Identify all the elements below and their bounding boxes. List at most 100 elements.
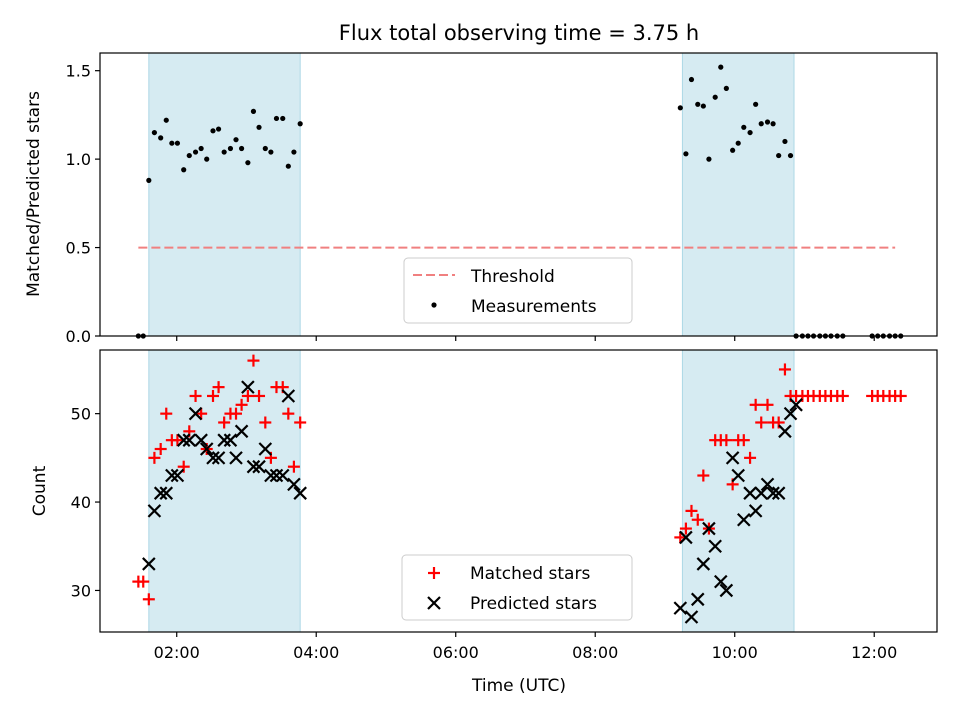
measurement-point — [250, 108, 257, 114]
measurement-point — [723, 85, 729, 91]
measurement-point — [186, 152, 192, 159]
measurement-point — [758, 121, 764, 127]
measurement-point — [181, 167, 187, 173]
predicted-star-point — [241, 380, 255, 394]
measurement-point — [256, 124, 262, 130]
top-ylabel: Matched/Predicted stars — [24, 91, 44, 297]
predicted-star-point — [165, 468, 179, 483]
measurement-point — [192, 149, 199, 155]
legend-matched-label: Matched stars — [470, 564, 590, 584]
measurement-point — [227, 145, 234, 152]
top-shaded-interval — [681, 52, 795, 337]
predicted-star-point — [229, 451, 243, 465]
matched-star-point — [206, 389, 219, 402]
matched-star-point — [247, 354, 260, 367]
measurement-point — [700, 103, 706, 109]
predicted-star-point — [771, 486, 786, 500]
measurement-point — [764, 119, 771, 125]
matched-star-point — [241, 389, 254, 402]
legend-matched-marker — [428, 567, 440, 579]
matched-star-point — [235, 398, 248, 411]
predicted-star-point — [789, 398, 803, 412]
bottom-xlabel: Time (UTC) — [471, 676, 566, 696]
bottom-ytick-label: 40 — [71, 493, 91, 512]
predicted-star-point — [743, 486, 757, 500]
predicted-star-point — [176, 433, 191, 447]
measurement-point — [735, 140, 741, 146]
matched-star-point — [697, 469, 710, 482]
matched-star-point — [749, 398, 762, 411]
matched-star-point — [189, 389, 202, 402]
predicted-star-point — [211, 451, 226, 465]
measurement-point — [712, 94, 718, 100]
predicted-star-point — [223, 433, 238, 447]
bottom-xtick-label: 10:00 — [712, 643, 758, 662]
top-ytick-label: 1.5 — [66, 62, 91, 81]
legend-predicted-label: Predicted stars — [470, 594, 597, 614]
matched-star-point — [755, 416, 768, 429]
measurement-point — [163, 117, 169, 123]
measurement-point — [151, 129, 158, 136]
predicted-star-point — [199, 442, 214, 456]
measurement-point — [169, 140, 175, 146]
predicted-star-point — [206, 451, 220, 465]
chart-title: Flux total observing time = 3.75 h — [339, 21, 699, 45]
top-ytick-label: 1.0 — [66, 150, 91, 169]
predicted-star-point — [234, 424, 249, 439]
predicted-star-point — [702, 521, 716, 536]
bottom-ytick-label: 50 — [71, 405, 91, 424]
predicted-star-point — [684, 610, 699, 624]
matched-star-point — [674, 531, 687, 544]
matched-star-point — [195, 407, 208, 420]
predicted-star-point — [731, 468, 745, 483]
matched-star-point — [761, 398, 774, 411]
measurement-point — [273, 115, 280, 122]
bottom-xtick-label: 06:00 — [433, 643, 479, 662]
legend-measurements-marker — [431, 302, 437, 308]
measurement-point — [747, 129, 753, 136]
measurement-point — [268, 149, 274, 155]
measurement-point — [718, 64, 724, 70]
predicted-star-point — [708, 539, 722, 554]
top-panel: 0.0 0.5 1.0 1.5 — [66, 52, 938, 346]
legend-measurements-label: Measurements — [471, 297, 597, 317]
predicted-star-point — [287, 477, 301, 492]
matched-star-point — [142, 593, 155, 606]
measurement-point — [174, 140, 181, 146]
measurement-point — [215, 126, 222, 132]
bottom-panel: 30 40 50 02:00 04:00 06:00 08:00 10:00 12:00 — [71, 349, 938, 662]
predicted-star-point — [754, 486, 769, 500]
matched-star-point — [685, 504, 698, 517]
matched-star-point — [259, 416, 272, 429]
predicted-star-point — [783, 406, 798, 421]
measurement-point — [280, 115, 286, 122]
measurement-point — [146, 177, 152, 183]
measurement-point — [245, 160, 251, 166]
top-axes-frame — [99, 52, 938, 337]
bottom-axes-frame — [99, 349, 938, 633]
predicted-star-point — [713, 574, 728, 589]
predicted-star-point — [258, 442, 273, 456]
matched-star-point — [778, 363, 791, 376]
matched-star-point — [679, 522, 692, 535]
predicted-star-point — [252, 459, 266, 474]
predicted-star-point — [679, 530, 693, 545]
matched-star-point — [148, 451, 161, 464]
predicted-star-point — [281, 389, 296, 403]
predicted-star-point — [719, 583, 734, 598]
measurement-point — [677, 105, 683, 111]
bottom-ytick-label: 30 — [71, 581, 91, 600]
measurement-point — [688, 76, 695, 83]
predicted-star-point — [159, 486, 174, 500]
predicted-star-point — [170, 468, 185, 483]
bottom-xtick-label: 02:00 — [154, 643, 200, 662]
bottom-ylabel: Count — [30, 465, 50, 516]
measurement-point — [683, 151, 689, 157]
legend-predicted-marker — [427, 596, 441, 610]
matched-star-point — [294, 416, 307, 429]
predicted-star-point — [737, 512, 751, 527]
predicted-star-point — [246, 459, 261, 474]
predicted-star-point — [778, 424, 792, 439]
predicted-star-point — [673, 601, 688, 615]
